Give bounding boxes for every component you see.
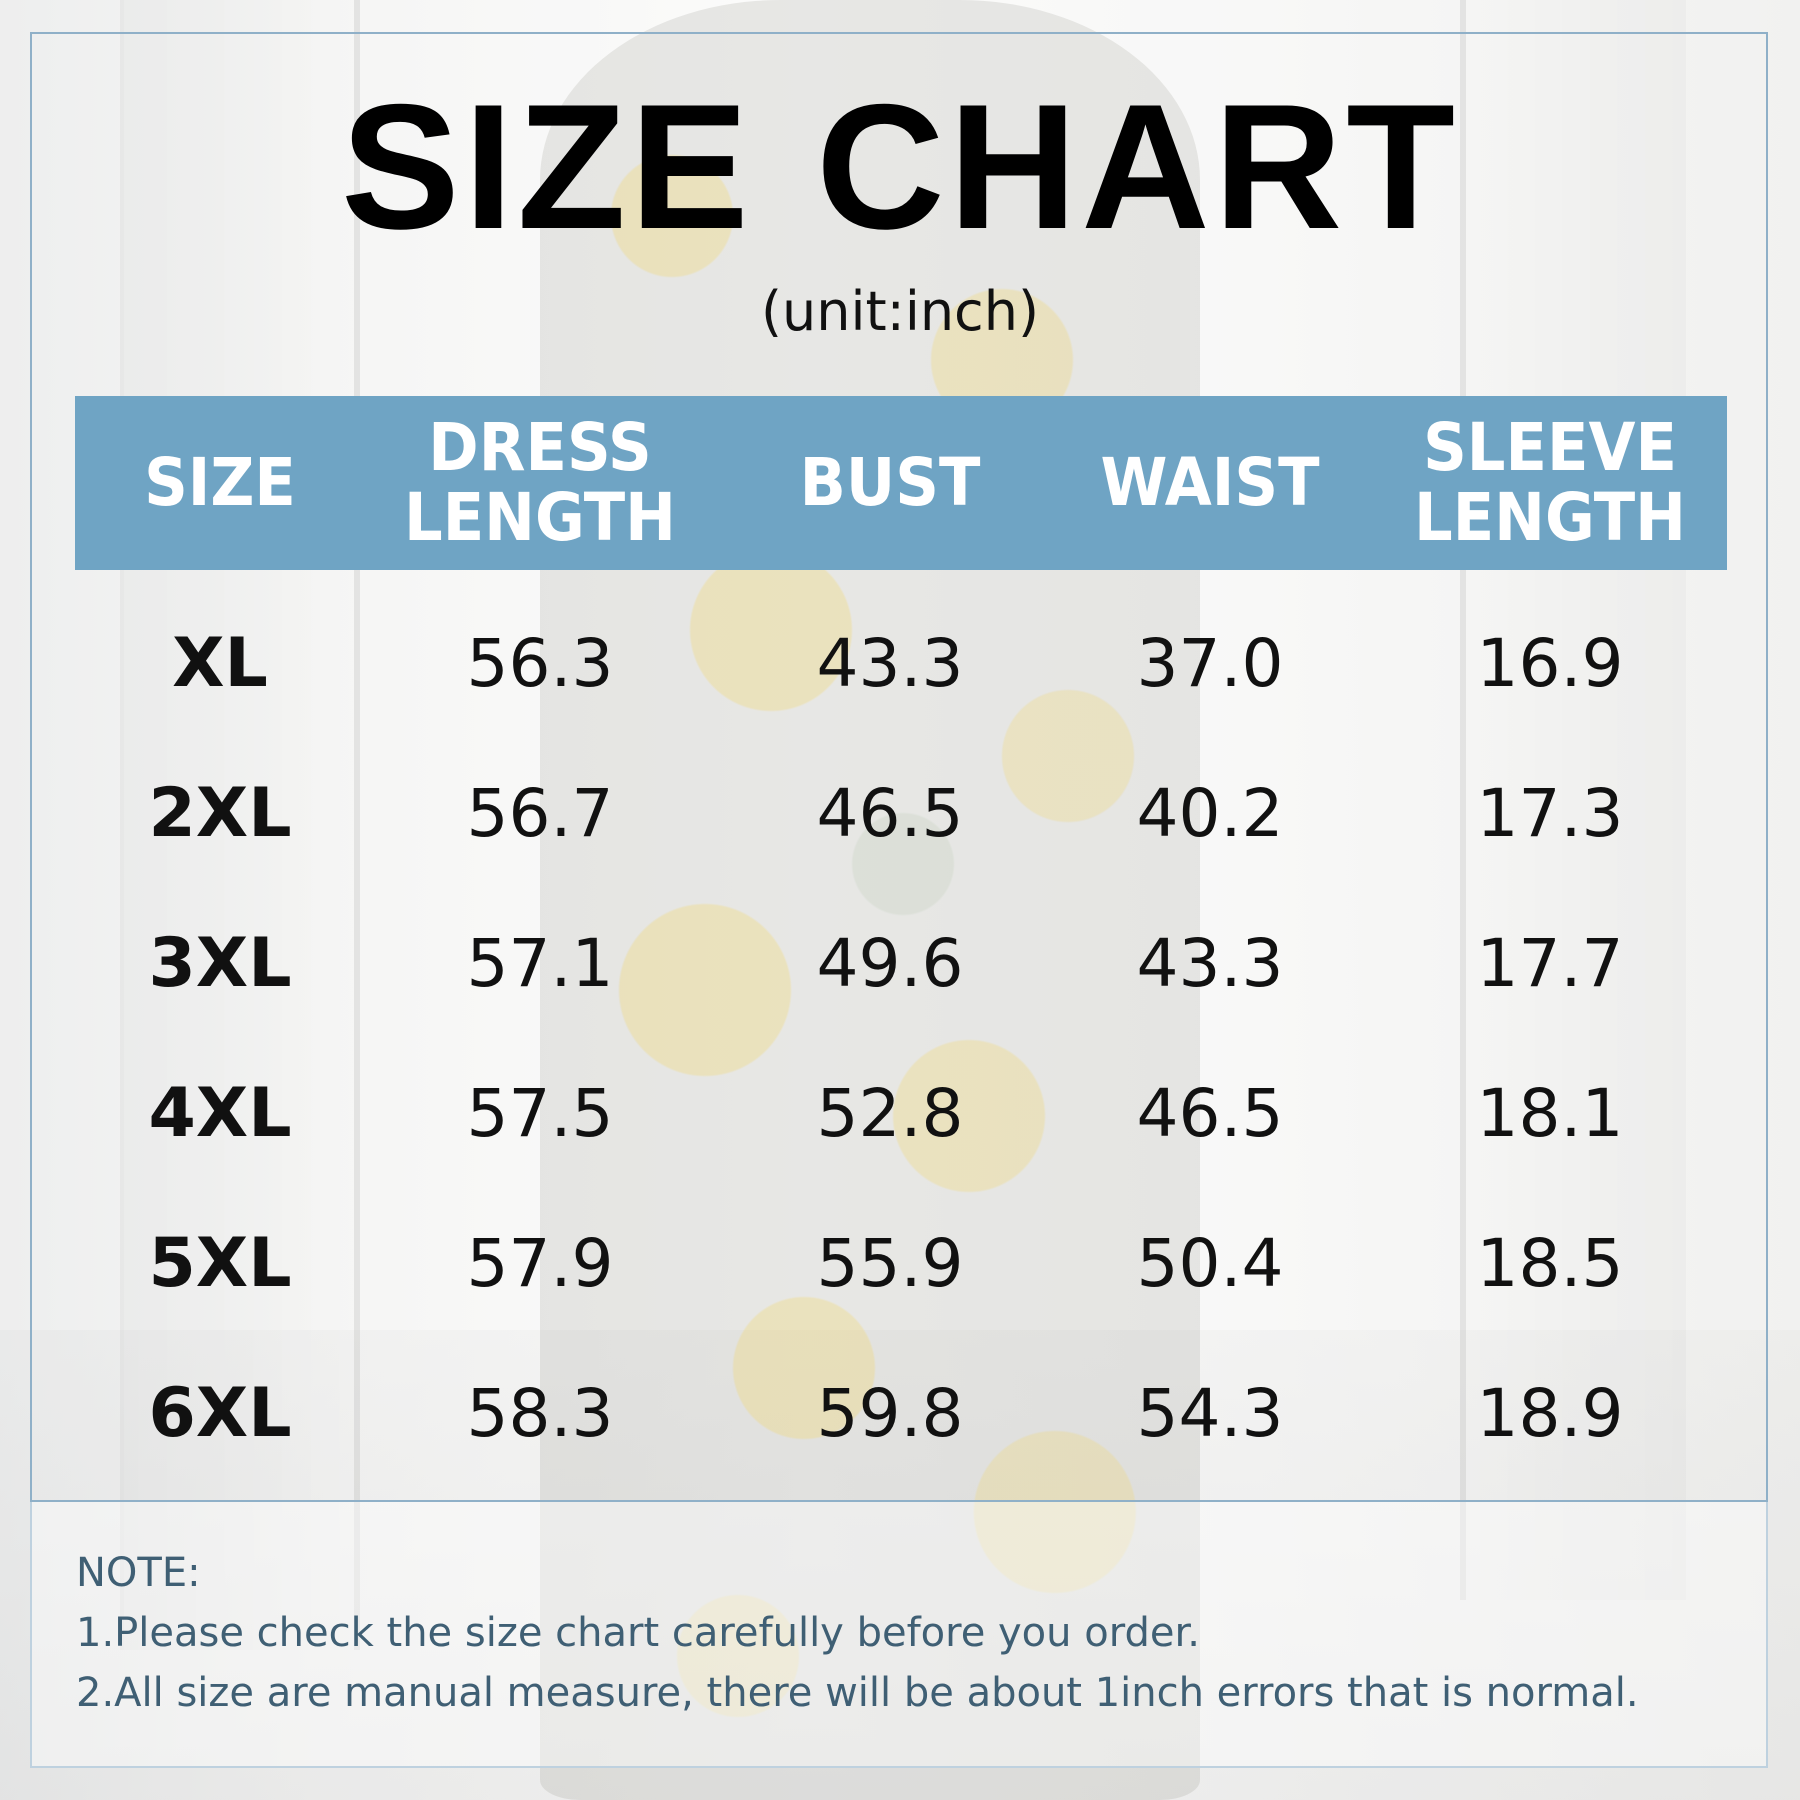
cell-waist: 43.3 — [1136, 924, 1284, 1002]
cell-bust: 59.8 — [816, 1374, 964, 1452]
cell-waist: 50.4 — [1136, 1224, 1284, 1302]
note-heading: NOTE: — [76, 1550, 201, 1596]
cell-dress-length: 57.5 — [466, 1074, 614, 1152]
table-row: XL 56.3 43.3 37.0 16.9 — [0, 588, 1800, 738]
table-row: 2XL 56.7 46.5 40.2 17.3 — [0, 738, 1800, 888]
table-row: 4XL 57.5 52.8 46.5 18.1 — [0, 1038, 1800, 1188]
cell-dress-length: 56.7 — [466, 774, 614, 852]
cell-waist: 37.0 — [1136, 624, 1284, 702]
page-title: SIZE CHART — [341, 67, 1459, 266]
table-row: 5XL 57.9 55.9 50.4 18.5 — [0, 1188, 1800, 1338]
cell-sleeve-length: 18.5 — [1476, 1224, 1624, 1302]
cell-bust: 46.5 — [816, 774, 964, 852]
cell-size: 4XL — [148, 1073, 292, 1153]
header-dress-length: DRESS LENGTH — [403, 409, 677, 556]
cell-sleeve-length: 17.3 — [1476, 774, 1624, 852]
cell-dress-length: 57.9 — [466, 1224, 614, 1302]
cell-dress-length: 56.3 — [466, 624, 614, 702]
cell-size: 5XL — [148, 1223, 292, 1303]
background-floor — [0, 1330, 1800, 1800]
cell-bust: 55.9 — [816, 1224, 964, 1302]
cell-dress-length: 57.1 — [466, 924, 614, 1002]
note-box: NOTE: 1.Please check the size chart care… — [30, 1500, 1768, 1768]
header-waist: WAIST — [1100, 444, 1320, 521]
cell-size: 2XL — [148, 773, 292, 853]
table-header — [75, 396, 1727, 570]
cell-sleeve-length: 18.1 — [1476, 1074, 1624, 1152]
cell-bust: 49.6 — [816, 924, 964, 1002]
cell-size: 3XL — [148, 923, 292, 1003]
cell-bust: 43.3 — [816, 624, 964, 702]
cell-sleeve-length: 18.9 — [1476, 1374, 1624, 1452]
table-row: 6XL 58.3 59.8 54.3 18.9 — [0, 1338, 1800, 1488]
unit-label: (unit:inch) — [760, 280, 1040, 343]
chart-frame — [30, 32, 1768, 1768]
cell-size: 6XL — [148, 1373, 292, 1453]
cell-waist: 54.3 — [1136, 1374, 1284, 1452]
header-size: SIZE — [144, 444, 296, 521]
cell-waist: 46.5 — [1136, 1074, 1284, 1152]
note-line-1: 1.Please check the size chart carefully … — [76, 1610, 1200, 1656]
cell-bust: 52.8 — [816, 1074, 964, 1152]
cell-size: XL — [172, 623, 268, 703]
background-door-left — [120, 0, 360, 1650]
cell-dress-length: 58.3 — [466, 1374, 614, 1452]
header-sleeve-length: SLEEVE LENGTH — [1413, 409, 1687, 556]
cell-waist: 40.2 — [1136, 774, 1284, 852]
cell-sleeve-length: 16.9 — [1476, 624, 1624, 702]
note-line-2: 2.All size are manual measure, there wil… — [76, 1670, 1639, 1716]
cell-sleeve-length: 17.7 — [1476, 924, 1624, 1002]
header-bust: BUST — [799, 444, 981, 521]
table-row: 3XL 57.1 49.6 43.3 17.7 — [0, 888, 1800, 1038]
background-door-right — [1460, 0, 1686, 1600]
